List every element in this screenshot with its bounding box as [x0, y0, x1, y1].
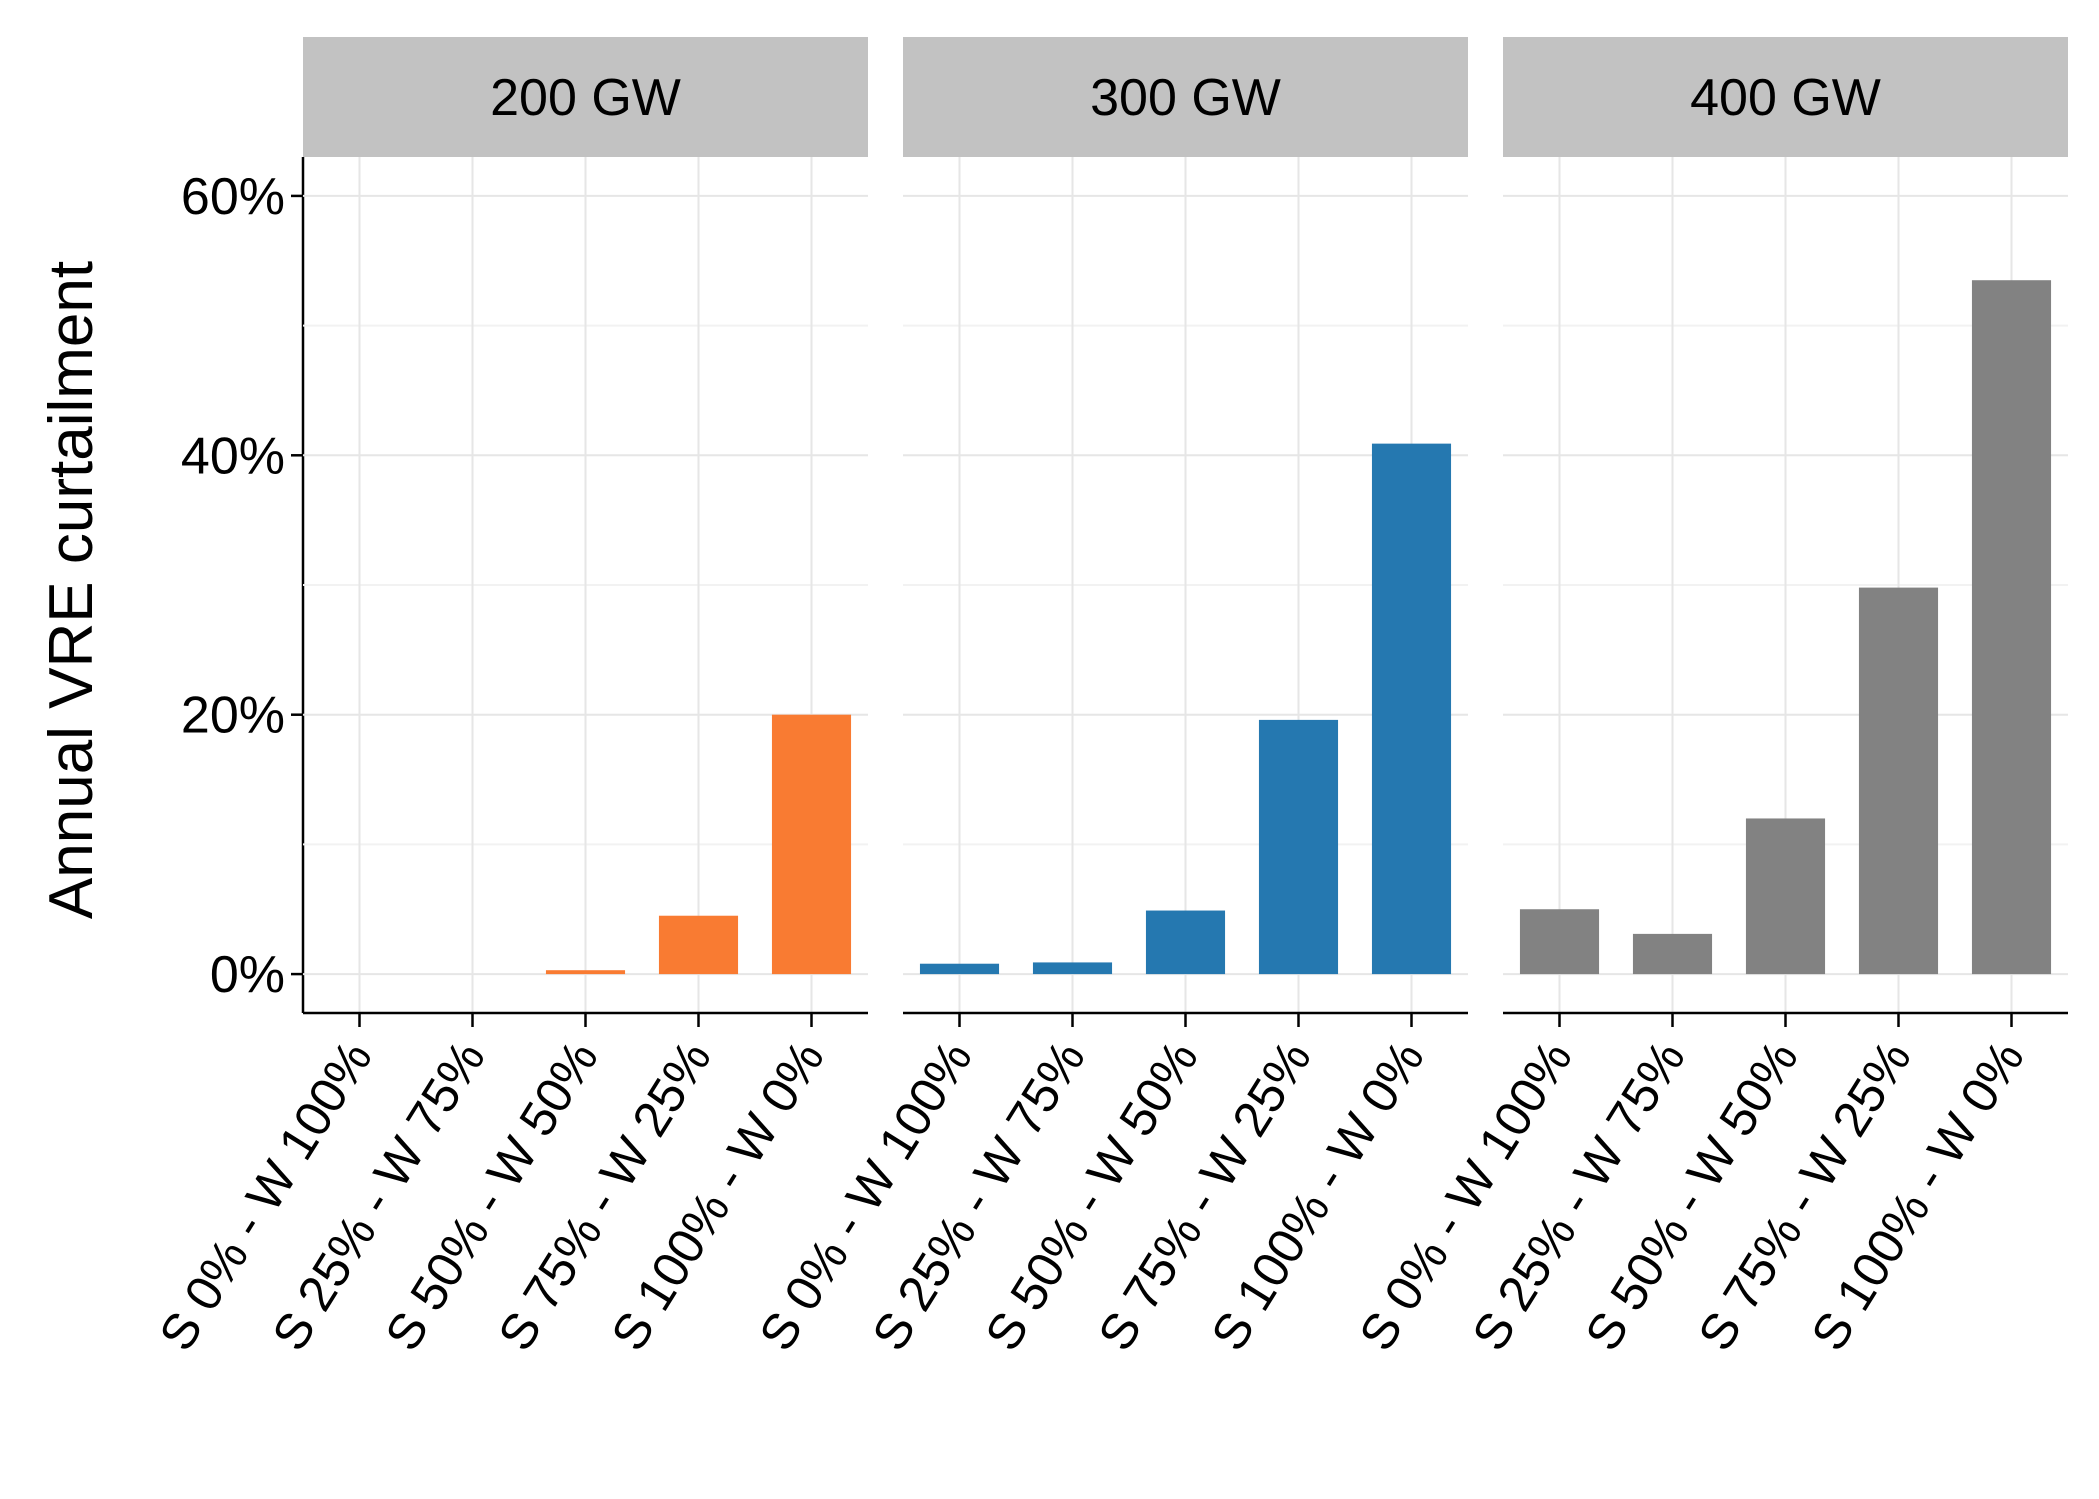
bar [1632, 933, 1713, 975]
facet-panels: 0%20%40%60%200 GWS 0% - W 100%S 25% - W … [148, 37, 2068, 1360]
bar [1519, 909, 1600, 975]
bar [1858, 587, 1939, 975]
facet-strip [903, 37, 1468, 157]
facet-strip [303, 37, 868, 157]
y-tick-label: 20% [181, 687, 285, 745]
y-axis-label: Annual VRE curtailment [37, 261, 106, 919]
bar [1032, 962, 1113, 975]
facet-strip-label: 400 GW [1690, 69, 1881, 127]
y-tick-label: 0% [210, 946, 285, 1004]
facet-strip [1503, 37, 2068, 157]
bar [919, 963, 1000, 975]
facet-strip-label: 300 GW [1090, 69, 1281, 127]
bar [1971, 280, 2052, 975]
bar [1258, 719, 1339, 975]
y-tick-label: 60% [181, 168, 285, 226]
y-tick-label: 40% [181, 427, 285, 485]
bar [658, 915, 739, 975]
bar [1371, 443, 1452, 975]
facet-strip-label: 200 GW [490, 69, 681, 127]
bar [771, 714, 852, 975]
bar [1745, 818, 1826, 975]
bar [545, 970, 626, 975]
facet-panel: 400 GWS 0% - W 100%S 25% - W 75%S 50% - … [1348, 37, 2068, 1360]
facet-panel: 300 GWS 0% - W 100%S 25% - W 75%S 50% - … [748, 37, 1468, 1360]
bar [1145, 910, 1226, 975]
